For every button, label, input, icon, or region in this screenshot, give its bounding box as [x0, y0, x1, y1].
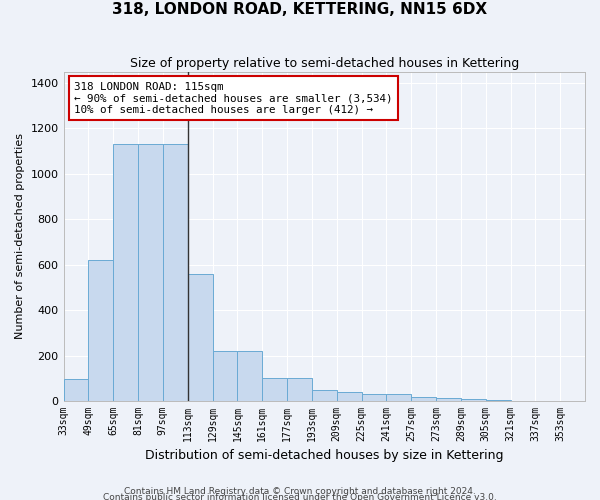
Bar [386, 394, 411, 401]
Text: 318 LONDON ROAD: 115sqm
← 90% of semi-detached houses are smaller (3,534)
10% of: 318 LONDON ROAD: 115sqm ← 90% of semi-de… [74, 82, 392, 114]
Bar [312, 390, 337, 401]
Bar [485, 400, 511, 401]
Bar [238, 351, 262, 401]
Bar [64, 380, 88, 401]
Y-axis label: Number of semi-detached properties: Number of semi-detached properties [15, 134, 25, 340]
Bar [287, 378, 312, 401]
Text: Contains HM Land Registry data © Crown copyright and database right 2024.: Contains HM Land Registry data © Crown c… [124, 486, 476, 496]
Title: Size of property relative to semi-detached houses in Kettering: Size of property relative to semi-detach… [130, 58, 519, 70]
Text: 318, LONDON ROAD, KETTERING, NN15 6DX: 318, LONDON ROAD, KETTERING, NN15 6DX [112, 2, 488, 18]
Bar [337, 392, 362, 401]
Bar [188, 274, 212, 401]
Text: Contains public sector information licensed under the Open Government Licence v3: Contains public sector information licen… [103, 492, 497, 500]
Bar [163, 144, 188, 401]
Bar [362, 394, 386, 401]
Bar [88, 260, 113, 401]
Bar [138, 144, 163, 401]
Bar [212, 351, 238, 401]
Bar [436, 398, 461, 401]
Bar [262, 378, 287, 401]
Bar [113, 144, 138, 401]
Bar [411, 396, 436, 401]
X-axis label: Distribution of semi-detached houses by size in Kettering: Distribution of semi-detached houses by … [145, 450, 503, 462]
Bar [461, 399, 485, 401]
